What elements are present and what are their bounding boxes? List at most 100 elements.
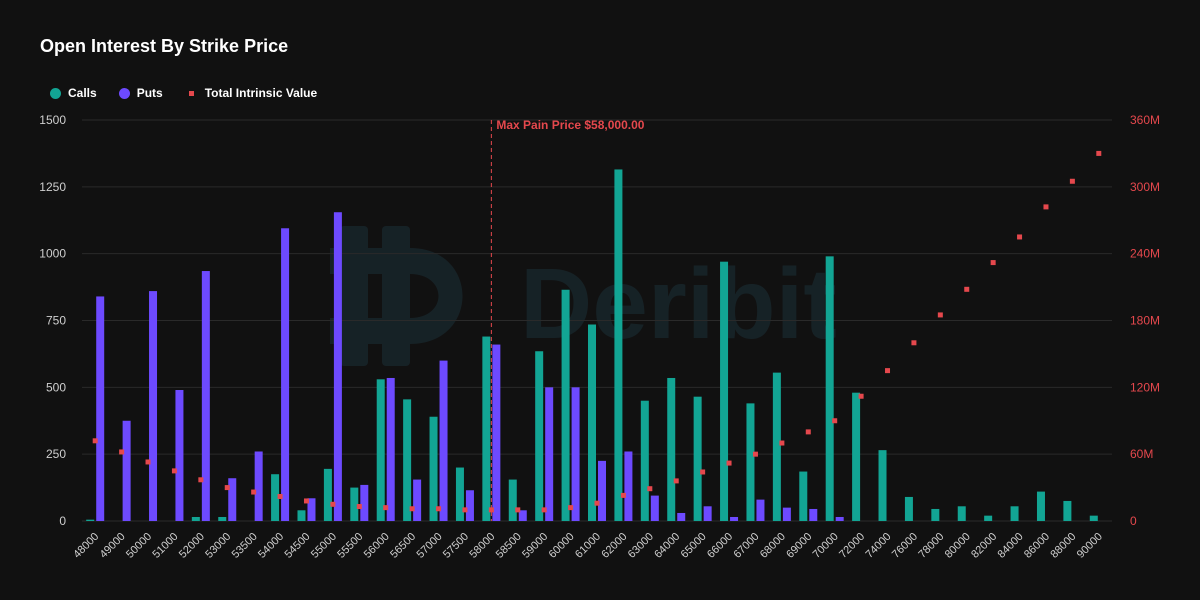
calls-bar bbox=[931, 508, 940, 521]
puts-bar bbox=[122, 420, 131, 521]
intrinsic-point bbox=[409, 506, 415, 512]
puts-bar bbox=[730, 516, 739, 521]
calls-bar bbox=[271, 474, 280, 521]
puts-bar bbox=[518, 510, 527, 521]
puts-bar bbox=[333, 212, 342, 522]
x-tick-label: 55000 bbox=[309, 531, 339, 561]
x-tick-label: 72000 bbox=[837, 531, 867, 561]
x-tick-label: 63000 bbox=[626, 531, 656, 561]
calls-bar bbox=[720, 261, 729, 521]
intrinsic-point bbox=[92, 438, 98, 444]
x-tick-label: 57000 bbox=[415, 531, 445, 561]
x-tick-label: 68000 bbox=[758, 531, 788, 561]
puts-bar bbox=[175, 390, 184, 521]
x-tick-label: 52000 bbox=[177, 531, 207, 561]
x-tick-label: 69000 bbox=[784, 531, 814, 561]
puts-swatch-icon bbox=[118, 87, 130, 99]
puts-bar bbox=[545, 387, 554, 521]
intrinsic-point bbox=[990, 260, 996, 266]
x-tick-label: 62000 bbox=[599, 531, 629, 561]
intrinsic-point bbox=[1017, 234, 1023, 240]
y-right-tick-label: 240M bbox=[1130, 247, 1160, 261]
calls-bar bbox=[455, 467, 464, 521]
legend-item-intrinsic[interactable]: Total Intrinsic Value bbox=[185, 86, 317, 100]
intrinsic-point bbox=[805, 429, 811, 435]
x-tick-label: 90000 bbox=[1075, 531, 1105, 561]
intrinsic-point bbox=[1043, 204, 1049, 210]
intrinsic-point bbox=[198, 477, 204, 483]
puts-bar bbox=[571, 387, 580, 521]
calls-bar bbox=[1010, 506, 1019, 521]
x-tick-label: 64000 bbox=[652, 531, 682, 561]
intrinsic-point bbox=[277, 493, 283, 499]
y-right-tick-label: 300M bbox=[1130, 180, 1160, 194]
calls-bar bbox=[323, 468, 332, 521]
x-tick-label: 78000 bbox=[916, 531, 946, 561]
calls-bar bbox=[852, 392, 861, 521]
puts-bar bbox=[809, 508, 818, 521]
calls-bar bbox=[746, 403, 755, 521]
puts-bar bbox=[201, 271, 210, 521]
x-tick-label: 48000 bbox=[71, 531, 101, 561]
legend-item-puts[interactable]: Puts bbox=[118, 86, 163, 100]
intrinsic-point bbox=[726, 460, 732, 466]
intrinsic-point bbox=[251, 489, 257, 495]
puts-bar bbox=[598, 460, 606, 521]
puts-bar bbox=[465, 490, 474, 521]
legend-item-calls[interactable]: Calls bbox=[50, 86, 97, 100]
x-tick-label: 54000 bbox=[256, 531, 286, 561]
x-tick-label: 55500 bbox=[335, 531, 365, 561]
puts-bar bbox=[228, 478, 237, 521]
intrinsic-point bbox=[356, 504, 362, 510]
intrinsic-point bbox=[145, 459, 151, 465]
intrinsic-point bbox=[568, 505, 574, 511]
intrinsic-point bbox=[620, 492, 626, 498]
puts-bar bbox=[439, 360, 448, 521]
calls-bar bbox=[588, 324, 596, 521]
calls-bar bbox=[693, 396, 702, 521]
intrinsic-point bbox=[673, 478, 679, 484]
x-tick-label: 59000 bbox=[520, 531, 550, 561]
intrinsic-point bbox=[1096, 150, 1102, 156]
x-tick-label: 61000 bbox=[573, 531, 603, 561]
x-tick-label: 58000 bbox=[467, 531, 497, 561]
legend-label-puts: Puts bbox=[136, 86, 163, 100]
legend: Calls Puts Total Intrinsic Value bbox=[50, 86, 317, 100]
calls-bar bbox=[1036, 491, 1045, 521]
y-right-tick-label: 0 bbox=[1130, 514, 1137, 528]
y-left-tick-label: 1000 bbox=[39, 247, 66, 261]
y-left-tick-label: 750 bbox=[46, 314, 66, 328]
puts-bar bbox=[386, 377, 395, 521]
calls-bar bbox=[508, 479, 517, 521]
y-left-tick-label: 1500 bbox=[39, 113, 66, 127]
intrinsic-point bbox=[1069, 178, 1075, 184]
calls-bar bbox=[561, 289, 570, 521]
max-pain-label: Max Pain Price $58,000.00 bbox=[496, 118, 644, 132]
calls-bar bbox=[376, 379, 385, 521]
y-right-tick-label: 360M bbox=[1130, 113, 1160, 127]
calls-bar bbox=[218, 516, 227, 521]
calls-bar bbox=[1089, 515, 1098, 521]
intrinsic-swatch-icon bbox=[188, 90, 194, 96]
x-tick-label: 88000 bbox=[1048, 531, 1078, 561]
puts-bar bbox=[254, 451, 263, 521]
intrinsic-point bbox=[171, 468, 177, 474]
intrinsic-point bbox=[832, 418, 838, 424]
calls-bar bbox=[878, 450, 887, 521]
x-tick-label: 80000 bbox=[943, 531, 973, 561]
intrinsic-point bbox=[911, 340, 917, 346]
intrinsic-point bbox=[964, 286, 970, 292]
puts-bar bbox=[307, 498, 316, 521]
intrinsic-point bbox=[515, 507, 521, 513]
calls-bar bbox=[667, 377, 676, 521]
calls-bar bbox=[825, 256, 834, 521]
calls-bar bbox=[772, 372, 781, 521]
x-tick-label: 57500 bbox=[441, 531, 471, 561]
intrinsic-point bbox=[594, 500, 600, 506]
legend-label-calls: Calls bbox=[68, 86, 97, 100]
calls-bar bbox=[86, 519, 95, 521]
intrinsic-point bbox=[119, 449, 125, 455]
y-left-tick-label: 0 bbox=[59, 514, 66, 528]
intrinsic-point bbox=[647, 486, 653, 492]
